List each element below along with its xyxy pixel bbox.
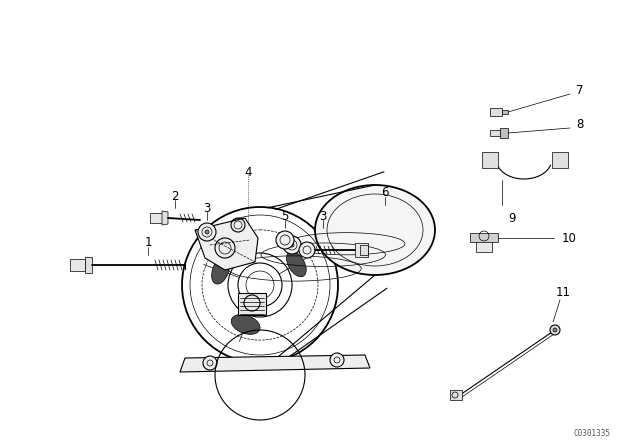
Polygon shape	[195, 218, 258, 270]
Circle shape	[203, 356, 217, 370]
Text: 3: 3	[204, 202, 211, 215]
Ellipse shape	[231, 314, 260, 334]
Polygon shape	[180, 355, 370, 372]
Text: 2: 2	[172, 190, 179, 202]
Polygon shape	[355, 243, 368, 257]
Ellipse shape	[315, 185, 435, 275]
Polygon shape	[162, 211, 168, 225]
Text: 6: 6	[381, 186, 388, 199]
Circle shape	[276, 231, 294, 249]
Polygon shape	[238, 293, 266, 315]
Polygon shape	[500, 128, 508, 138]
Polygon shape	[490, 130, 500, 136]
Text: 4: 4	[244, 165, 252, 178]
Text: 9: 9	[508, 211, 516, 224]
Polygon shape	[476, 238, 492, 252]
Ellipse shape	[287, 251, 306, 277]
Circle shape	[198, 223, 216, 241]
Text: 11: 11	[556, 285, 570, 298]
Polygon shape	[70, 259, 85, 271]
Text: 8: 8	[576, 119, 584, 132]
Text: 5: 5	[282, 210, 289, 223]
Polygon shape	[85, 257, 92, 273]
Circle shape	[553, 328, 557, 332]
Polygon shape	[150, 213, 162, 223]
Text: 3: 3	[319, 210, 326, 223]
Circle shape	[205, 230, 209, 234]
Polygon shape	[482, 152, 498, 168]
Text: 7: 7	[576, 83, 584, 96]
Polygon shape	[490, 108, 502, 116]
Text: C0301335: C0301335	[573, 429, 610, 438]
Circle shape	[283, 236, 301, 254]
Polygon shape	[360, 245, 368, 255]
Ellipse shape	[212, 257, 230, 284]
Circle shape	[330, 353, 344, 367]
Text: 1: 1	[144, 237, 152, 250]
Polygon shape	[450, 390, 462, 400]
Polygon shape	[470, 233, 498, 242]
Polygon shape	[552, 152, 568, 168]
Polygon shape	[502, 110, 508, 114]
Circle shape	[550, 325, 560, 335]
Text: 10: 10	[561, 232, 577, 245]
Circle shape	[290, 243, 294, 247]
Circle shape	[299, 242, 315, 258]
